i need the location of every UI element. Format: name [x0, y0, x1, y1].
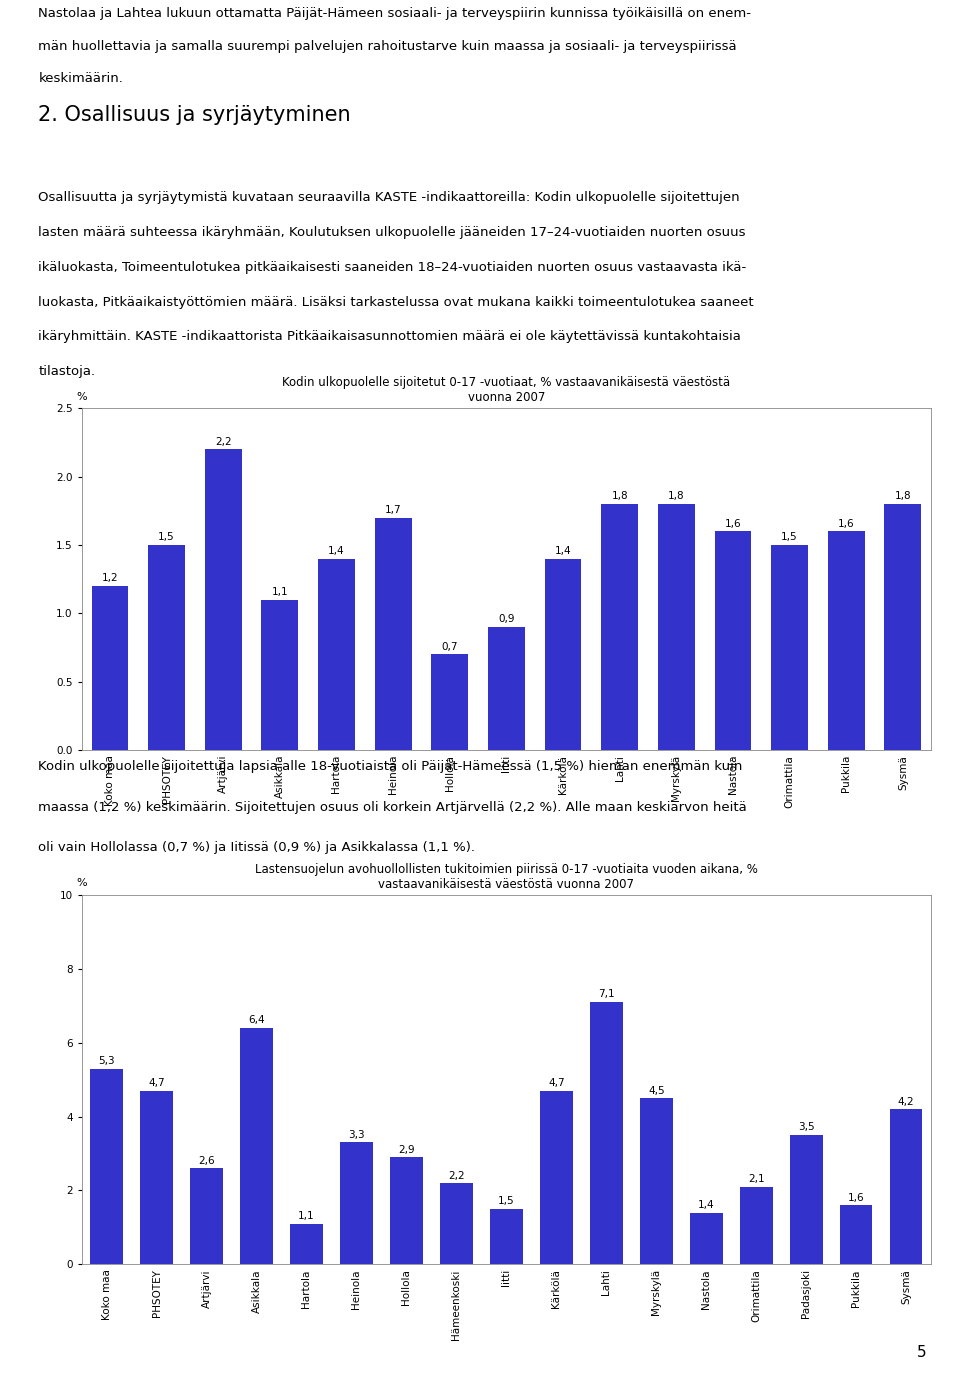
- Bar: [318, 559, 355, 750]
- Bar: [390, 1157, 422, 1264]
- Bar: [488, 627, 525, 750]
- Text: 1,6: 1,6: [848, 1193, 865, 1203]
- Text: 1,5: 1,5: [158, 533, 175, 542]
- Text: 0,9: 0,9: [498, 615, 515, 625]
- Text: luokasta, Pitkäaikaistyöttömien määrä. Lisäksi tarkastelussa ovat mukana kaikki : luokasta, Pitkäaikaistyöttömien määrä. L…: [38, 296, 754, 308]
- Text: 2,6: 2,6: [198, 1156, 215, 1165]
- Bar: [374, 517, 412, 750]
- Bar: [290, 1224, 323, 1264]
- Text: 1,8: 1,8: [612, 491, 628, 502]
- Bar: [441, 1184, 472, 1264]
- Bar: [890, 1110, 923, 1264]
- Bar: [884, 505, 922, 750]
- Text: 3,3: 3,3: [348, 1131, 365, 1140]
- Bar: [91, 585, 129, 750]
- Text: 2. Osallisuus ja syrjäytyminen: 2. Osallisuus ja syrjäytyminen: [38, 105, 351, 124]
- Text: lasten määrä suhteessa ikäryhmään, Koulutuksen ulkopuolelle jääneiden 17–24-vuot: lasten määrä suhteessa ikäryhmään, Koulu…: [38, 226, 746, 238]
- Bar: [590, 1002, 623, 1264]
- Text: 2,2: 2,2: [215, 436, 231, 446]
- Text: 1,8: 1,8: [668, 491, 684, 502]
- Text: ikäryhmittäin. KASTE -indikaattorista Pitkäaikaisasunnottomien määrä ei ole käyt: ikäryhmittäin. KASTE -indikaattorista Pi…: [38, 330, 741, 343]
- Bar: [640, 1098, 673, 1264]
- Text: 0,7: 0,7: [442, 641, 458, 651]
- Bar: [431, 654, 468, 750]
- Title: Kodin ulkopuolelle sijoitetut 0-17 -vuotiaat, % vastaavanikäisestä väestöstä
vuo: Kodin ulkopuolelle sijoitetut 0-17 -vuot…: [282, 376, 731, 404]
- Text: 5: 5: [917, 1345, 926, 1359]
- Text: 2,1: 2,1: [748, 1174, 764, 1184]
- Bar: [190, 1168, 223, 1264]
- Text: 1,5: 1,5: [781, 533, 798, 542]
- Bar: [828, 531, 865, 750]
- Text: 4,7: 4,7: [548, 1078, 564, 1089]
- Bar: [714, 531, 752, 750]
- Bar: [90, 1069, 123, 1264]
- Text: Osallisuutta ja syrjäytymistä kuvataan seuraavilla KASTE -indikaattoreilla: Kodi: Osallisuutta ja syrjäytymistä kuvataan s…: [38, 191, 740, 204]
- Text: 1,4: 1,4: [698, 1200, 714, 1210]
- Text: 1,4: 1,4: [328, 546, 345, 556]
- Text: 4,5: 4,5: [648, 1086, 664, 1096]
- Text: keskimäärin.: keskimäärin.: [38, 72, 123, 85]
- Bar: [540, 1090, 572, 1264]
- Text: 1,1: 1,1: [272, 587, 288, 597]
- Text: %: %: [76, 392, 87, 401]
- Text: ikäluokasta, Toimeentulotukea pitkäaikaisesti saaneiden 18–24-vuotiaiden nuorten: ikäluokasta, Toimeentulotukea pitkäaikai…: [38, 261, 747, 273]
- Text: 1,1: 1,1: [299, 1211, 315, 1221]
- Text: 1,7: 1,7: [385, 505, 401, 514]
- Text: 1,6: 1,6: [725, 519, 741, 528]
- Text: 2,9: 2,9: [398, 1144, 415, 1154]
- Title: Lastensuojelun avohuollollisten tukitoimien piirissä 0-17 -vuotiaita vuoden aika: Lastensuojelun avohuollollisten tukitoim…: [255, 863, 757, 891]
- Text: 3,5: 3,5: [798, 1122, 815, 1132]
- Bar: [790, 1135, 823, 1264]
- Text: oli vain Hollolassa (0,7 %) ja Iitissä (0,9 %) ja Asikkalassa (1,1 %).: oli vain Hollolassa (0,7 %) ja Iitissä (…: [38, 842, 475, 855]
- Bar: [840, 1206, 873, 1264]
- Bar: [740, 1186, 773, 1264]
- Text: tilastoja.: tilastoja.: [38, 365, 96, 378]
- Bar: [601, 505, 638, 750]
- Text: Nastolaa ja Lahtea lukuun ottamatta Päijät-Hämeen sosiaali- ja terveyspiirin kun: Nastolaa ja Lahtea lukuun ottamatta Päij…: [38, 7, 752, 20]
- Bar: [204, 449, 242, 750]
- Text: 2,2: 2,2: [448, 1171, 465, 1181]
- Bar: [658, 505, 695, 750]
- Text: 1,8: 1,8: [895, 491, 911, 502]
- Bar: [261, 599, 299, 750]
- Bar: [148, 545, 185, 750]
- Bar: [544, 559, 582, 750]
- Text: maassa (1,2 %) keskimäärin. Sijoitettujen osuus oli korkein Artjärvellä (2,2 %).: maassa (1,2 %) keskimäärin. Sijoitettuje…: [38, 800, 747, 814]
- Bar: [140, 1090, 173, 1264]
- Text: 1,6: 1,6: [838, 519, 854, 528]
- Bar: [240, 1027, 273, 1264]
- Text: 6,4: 6,4: [249, 1015, 265, 1026]
- Text: 4,2: 4,2: [898, 1097, 915, 1107]
- Text: Kodin ulkopuolelle sijoitettuja lapsia alle 18-vuotiaista oli Päijät-Hämeessä (1: Kodin ulkopuolelle sijoitettuja lapsia a…: [38, 760, 743, 772]
- Text: %: %: [76, 878, 87, 888]
- Bar: [771, 545, 808, 750]
- Text: 7,1: 7,1: [598, 990, 614, 999]
- Bar: [491, 1209, 522, 1264]
- Text: män huollettavia ja samalla suurempi palvelujen rahoitustarve kuin maassa ja sos: män huollettavia ja samalla suurempi pal…: [38, 39, 737, 53]
- Text: 1,4: 1,4: [555, 546, 571, 556]
- Text: 4,7: 4,7: [148, 1078, 165, 1089]
- Text: 1,2: 1,2: [102, 573, 118, 583]
- Bar: [340, 1143, 372, 1264]
- Bar: [690, 1213, 723, 1264]
- Text: 1,5: 1,5: [498, 1196, 515, 1206]
- Text: 5,3: 5,3: [98, 1057, 115, 1066]
